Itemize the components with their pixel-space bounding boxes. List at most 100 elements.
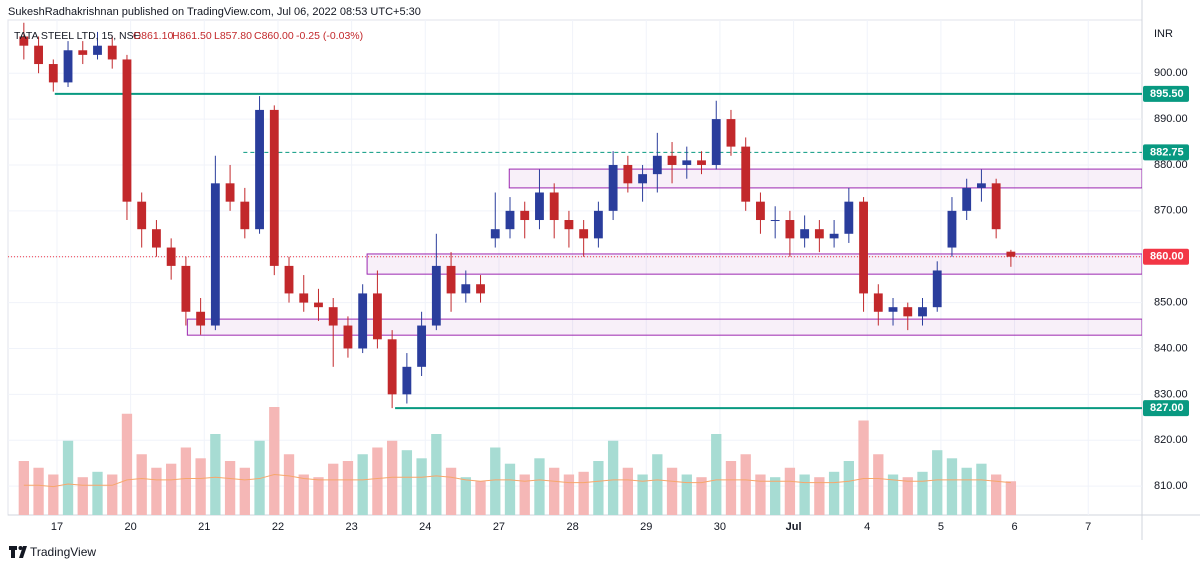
volume-bar [121, 413, 133, 515]
volume-bar [578, 471, 589, 515]
candle-body [358, 293, 368, 349]
candle-body [476, 284, 485, 294]
candle-body [431, 265, 441, 326]
volume-bar [18, 461, 29, 515]
volume-bar [961, 467, 972, 515]
volume-bar [269, 407, 280, 515]
candle-body [756, 201, 765, 221]
legend-open: O861.10 [133, 30, 173, 42]
volume-bar [210, 434, 221, 515]
volume-bar [858, 420, 869, 515]
candle-body [535, 192, 544, 221]
candle-body [122, 59, 132, 202]
y-tick-label: 830.00 [1154, 388, 1188, 400]
volume-bar [490, 447, 501, 515]
candle-body [63, 50, 73, 83]
volume-bar [166, 463, 177, 515]
candle-body [269, 109, 279, 266]
volume-bar [770, 477, 781, 515]
candle-body [225, 183, 235, 202]
price-tag [1143, 85, 1189, 102]
volume-bar [328, 463, 339, 515]
plot-layer [8, 20, 1142, 515]
volume-bar [313, 477, 324, 515]
volume-bar [195, 458, 206, 515]
candle-body [726, 119, 736, 147]
candle-body [181, 265, 191, 312]
legend-high: H861.50 [172, 30, 212, 42]
candle-body [520, 210, 530, 221]
candle-body [78, 50, 88, 55]
y-tick-label: 890.00 [1154, 113, 1188, 125]
price-tag-label: 882.75 [1150, 146, 1184, 158]
candle-body [682, 160, 692, 165]
volume-bar [696, 477, 707, 515]
zone [366, 253, 1142, 275]
x-tick-label: 22 [272, 521, 284, 533]
candle-body [240, 201, 250, 230]
volume-bar [666, 467, 678, 515]
candle-body [918, 307, 927, 317]
candle-body [284, 265, 294, 294]
x-tick-label: 4 [864, 521, 870, 533]
currency: INR [1154, 28, 1173, 40]
candle-body [859, 201, 868, 294]
volume-bar [828, 471, 840, 515]
volume-bar [1005, 481, 1017, 515]
volume-bar [431, 434, 442, 515]
brand-logo: TradingView [9, 545, 96, 559]
volume-bar [62, 440, 74, 515]
volume-bar [932, 450, 943, 515]
candle-body [888, 307, 898, 312]
y-tick-label: 870.00 [1154, 205, 1188, 217]
volume-bar [92, 471, 103, 515]
candle-body [417, 325, 427, 367]
candle-body [697, 160, 706, 165]
volume-bar [254, 440, 265, 515]
volume-bar [563, 474, 575, 515]
candle-body [255, 109, 264, 230]
y-tick-label: 840.00 [1154, 342, 1188, 354]
publisher-line: SukeshRadhakrishnan published on Trading… [8, 6, 421, 18]
candle-body [196, 311, 206, 326]
volume-bar [401, 450, 413, 515]
candle-body [903, 307, 913, 317]
candle-body [844, 201, 854, 234]
volume-bar [224, 461, 236, 515]
volume-bar [298, 474, 309, 515]
candle-body [623, 164, 633, 184]
volume-bar [990, 474, 1002, 515]
volume-bar [976, 463, 987, 515]
candle-body [387, 339, 397, 395]
volume-bar [48, 474, 59, 515]
candle-body [137, 201, 147, 230]
volume-bar [151, 467, 162, 515]
volume-bar [593, 461, 604, 515]
candle-body [579, 229, 589, 239]
volume-bar [504, 463, 516, 515]
candle-body [962, 187, 972, 211]
candle-body [152, 229, 161, 248]
candle-body [638, 174, 648, 184]
volume-bar [873, 454, 884, 515]
volume-bar [372, 447, 383, 515]
candle-body [711, 119, 721, 165]
candle-body [608, 164, 618, 211]
volume-bar [622, 467, 634, 515]
volume-bar [342, 461, 354, 515]
candle-body [328, 307, 338, 326]
candle-body [34, 45, 43, 65]
x-tick-label: 20 [125, 521, 137, 533]
zone [508, 168, 1142, 189]
axis-layer: 810.00 820.00 830.00 840.00 850.00 860.00 870.… [51, 67, 1189, 533]
volume-bar [946, 458, 958, 515]
volume-bar [107, 474, 118, 515]
volume-bar [799, 474, 810, 515]
y-tick-label: 850.00 [1154, 297, 1188, 309]
candle-body [461, 284, 471, 294]
candle-body [564, 220, 574, 230]
x-tick-label: 5 [938, 521, 944, 533]
candle-body [667, 155, 677, 165]
candle-body [48, 64, 58, 83]
